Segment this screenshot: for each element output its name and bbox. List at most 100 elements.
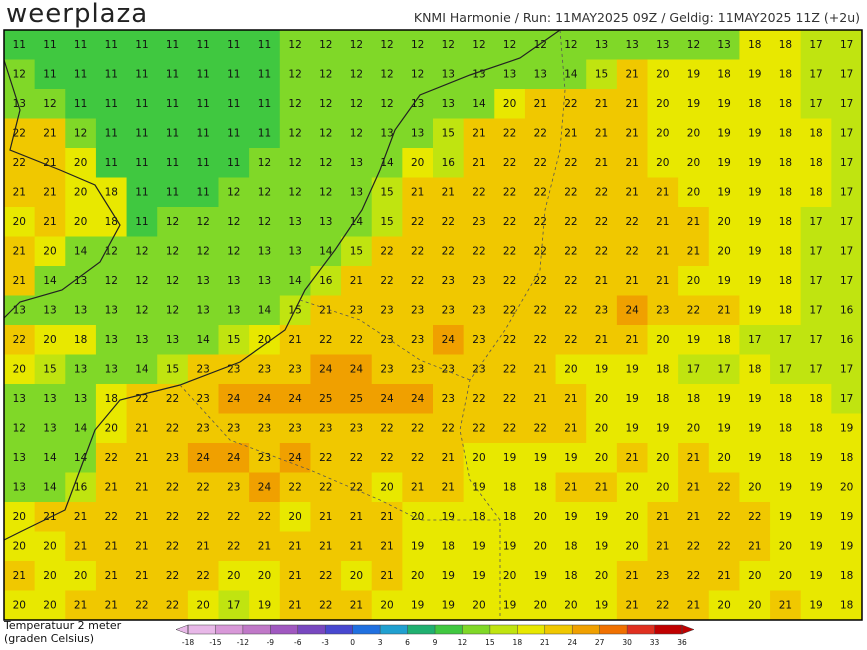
temp-cell <box>800 89 832 119</box>
colorbar-tick-label: 15 <box>485 638 495 647</box>
temp-cell <box>647 561 679 591</box>
temp-value: 20 <box>687 275 700 287</box>
temp-cell <box>524 354 557 385</box>
temp-cell <box>310 502 342 532</box>
temp-value: 22 <box>687 570 700 582</box>
temp-cell <box>4 207 36 237</box>
temp-value: 19 <box>748 68 761 80</box>
temp-cell <box>433 59 465 90</box>
temp-value: 23 <box>350 304 363 316</box>
temp-cell <box>126 443 158 473</box>
temp-cell <box>371 384 403 414</box>
temp-cell <box>249 413 281 444</box>
temp-cell <box>371 561 403 591</box>
temp-cell <box>739 89 771 119</box>
temp-value: 22 <box>411 452 424 464</box>
temp-cell <box>310 384 342 414</box>
temp-cell <box>65 30 97 60</box>
colorbar-tick-label: 27 <box>595 638 605 647</box>
temp-cell <box>555 177 587 208</box>
temp-value: 18 <box>534 481 547 493</box>
temp-cell <box>678 148 710 178</box>
temp-cell <box>555 325 587 355</box>
temp-value: 24 <box>258 393 272 405</box>
temp-value: 21 <box>625 157 638 169</box>
temp-cell <box>341 413 373 444</box>
temp-cell <box>800 443 832 473</box>
temp-cell <box>678 384 710 414</box>
temp-value: 11 <box>135 39 148 51</box>
temp-value: 11 <box>105 68 118 80</box>
temp-value: 22 <box>411 422 424 434</box>
temp-cell <box>157 118 189 149</box>
temp-cell <box>800 590 832 621</box>
temp-value: 17 <box>840 393 853 405</box>
temp-cell <box>157 30 189 60</box>
temp-value: 11 <box>196 127 209 139</box>
temp-cell <box>770 413 802 444</box>
colorbar-segment <box>572 625 600 634</box>
temp-value: 19 <box>809 481 822 493</box>
temp-value: 20 <box>227 570 240 582</box>
temp-cell <box>157 531 189 562</box>
temp-value: 18 <box>748 39 761 51</box>
temp-cell <box>524 502 557 532</box>
temp-cell <box>126 325 158 355</box>
temp-value: 17 <box>717 363 730 375</box>
temp-cell <box>831 443 863 473</box>
temp-cell <box>187 502 219 532</box>
temp-cell <box>95 561 128 591</box>
temp-value: 21 <box>13 245 26 257</box>
temp-value: 20 <box>534 540 547 552</box>
temp-value: 18 <box>779 245 792 257</box>
temp-cell <box>218 590 250 621</box>
temp-value: 13 <box>442 98 455 110</box>
temp-value: 19 <box>840 422 853 434</box>
temp-value: 18 <box>442 540 455 552</box>
temp-cell <box>249 266 281 296</box>
colorbar-segment <box>188 625 216 634</box>
temp-cell <box>65 118 97 149</box>
temp-cell <box>708 502 740 532</box>
temp-value: 22 <box>717 540 730 552</box>
temp-cell <box>218 89 250 119</box>
temp-value: 18 <box>687 393 700 405</box>
temp-cell <box>402 30 434 60</box>
temp-cell <box>463 59 495 90</box>
temp-cell <box>800 384 832 414</box>
temp-value: 23 <box>227 422 240 434</box>
temp-value: 14 <box>350 216 364 228</box>
temp-cell <box>647 177 679 208</box>
temp-value: 19 <box>534 570 547 582</box>
temp-value: 23 <box>350 422 363 434</box>
temp-value: 19 <box>748 452 761 464</box>
temp-value: 18 <box>809 422 822 434</box>
temp-cell <box>524 384 557 414</box>
temp-value: 13 <box>350 186 363 198</box>
temp-cell <box>463 472 495 503</box>
temp-cell <box>463 325 495 355</box>
temp-cell <box>739 148 771 178</box>
temp-cell <box>770 472 802 503</box>
temp-cell <box>218 177 250 208</box>
temp-cell <box>65 177 97 208</box>
temp-value: 11 <box>43 39 56 51</box>
temp-cell <box>279 561 311 591</box>
temp-cell <box>586 413 618 444</box>
temp-value: 23 <box>472 334 485 346</box>
temp-value: 13 <box>534 68 547 80</box>
continental-coast <box>3 29 561 541</box>
temp-cell <box>586 354 618 385</box>
temp-cell <box>279 148 311 178</box>
temp-value: 15 <box>43 363 56 375</box>
temp-value: 21 <box>472 127 485 139</box>
temp-cell <box>739 443 771 473</box>
temp-value: 21 <box>656 186 669 198</box>
temp-cell <box>402 89 434 119</box>
temp-value: 13 <box>105 334 118 346</box>
temp-cell <box>494 531 526 562</box>
temp-value: 13 <box>350 157 363 169</box>
temp-value: 15 <box>350 245 363 257</box>
temp-value: 22 <box>319 334 332 346</box>
temp-value: 20 <box>564 599 577 611</box>
